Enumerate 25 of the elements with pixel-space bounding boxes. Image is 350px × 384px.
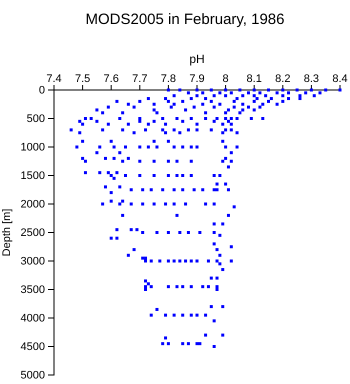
y-tick-label: 4000 — [20, 312, 45, 325]
y-tick-label: 1500 — [20, 170, 45, 182]
x-tick-label: 7.4 — [46, 73, 62, 85]
y-tick-label: 4500 — [20, 341, 45, 354]
y-tick-label: 2500 — [20, 227, 45, 240]
y-tick-label: 2000 — [20, 198, 45, 211]
x-tick-label: 8.3 — [304, 73, 320, 85]
y-tick-label: 500 — [26, 113, 45, 126]
x-tick-label: 8.1 — [246, 73, 262, 85]
y-tick-label: 1000 — [20, 142, 45, 154]
x-tick-label: 8.4 — [332, 73, 348, 85]
x-tick-label: 7.8 — [160, 73, 176, 85]
x-tick-label: 7.6 — [104, 73, 119, 85]
y-axis-title: Depth [m] — [1, 208, 13, 256]
y-tick-label: 3500 — [20, 284, 45, 296]
x-tick-label: 7.7 — [132, 73, 148, 85]
x-tick-label: 8.2 — [275, 73, 290, 85]
y-tick-label: 3000 — [20, 256, 45, 268]
x-axis-title: pH — [189, 52, 205, 66]
x-tick-label: 7.5 — [74, 73, 90, 85]
x-tick-label: 8 — [222, 73, 229, 85]
y-tick-label: 5000 — [20, 370, 45, 382]
y-tick-label: 0 — [38, 84, 45, 97]
chart-title: MODS2005 in February, 1986 — [86, 11, 284, 28]
x-tick-label: 7.9 — [189, 73, 205, 85]
